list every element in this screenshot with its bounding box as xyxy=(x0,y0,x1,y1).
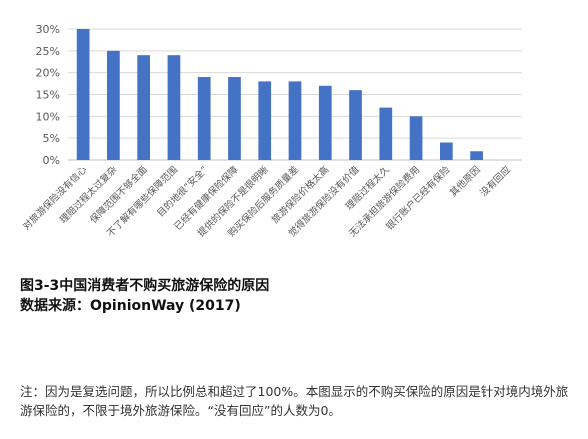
figure-title: 图3-3中国消费者不购买旅游保险的原因 xyxy=(20,278,270,294)
bar xyxy=(137,55,151,161)
bar-chart: 0%5%10%15%20%25%30%对旅游保险没有信心理赔过程太过复杂保障范围… xyxy=(20,23,522,239)
bar xyxy=(258,81,272,160)
y-tick-label: 20% xyxy=(36,67,60,80)
x-tick-label: 没有回应 xyxy=(478,163,514,199)
bar xyxy=(76,29,90,160)
x-tick-label: 其他原因 xyxy=(447,164,482,199)
y-tick-label: 30% xyxy=(36,23,60,36)
y-tick-label: 25% xyxy=(36,45,60,58)
bar xyxy=(107,50,120,161)
bar xyxy=(439,142,453,160)
bar xyxy=(409,116,423,160)
bar xyxy=(167,55,181,161)
y-tick-label: 5% xyxy=(43,132,60,145)
bar xyxy=(288,81,302,160)
bar xyxy=(470,151,483,160)
figure-note: 注：因为是复选问题，所以比例总和超过了100%。本图显示的不购买保险的原因是针对… xyxy=(20,384,569,418)
bar xyxy=(379,107,393,160)
figure-source: 数据来源：OpinionWay (2017) xyxy=(20,298,241,314)
bar xyxy=(349,90,362,160)
y-tick-label: 15% xyxy=(36,89,60,102)
bar xyxy=(197,77,211,160)
bar xyxy=(228,77,241,160)
y-tick-label: 0% xyxy=(43,154,60,167)
y-tick-label: 10% xyxy=(36,110,60,123)
bar xyxy=(318,85,332,160)
x-tick-label: 目的地很“安全” xyxy=(155,164,211,220)
